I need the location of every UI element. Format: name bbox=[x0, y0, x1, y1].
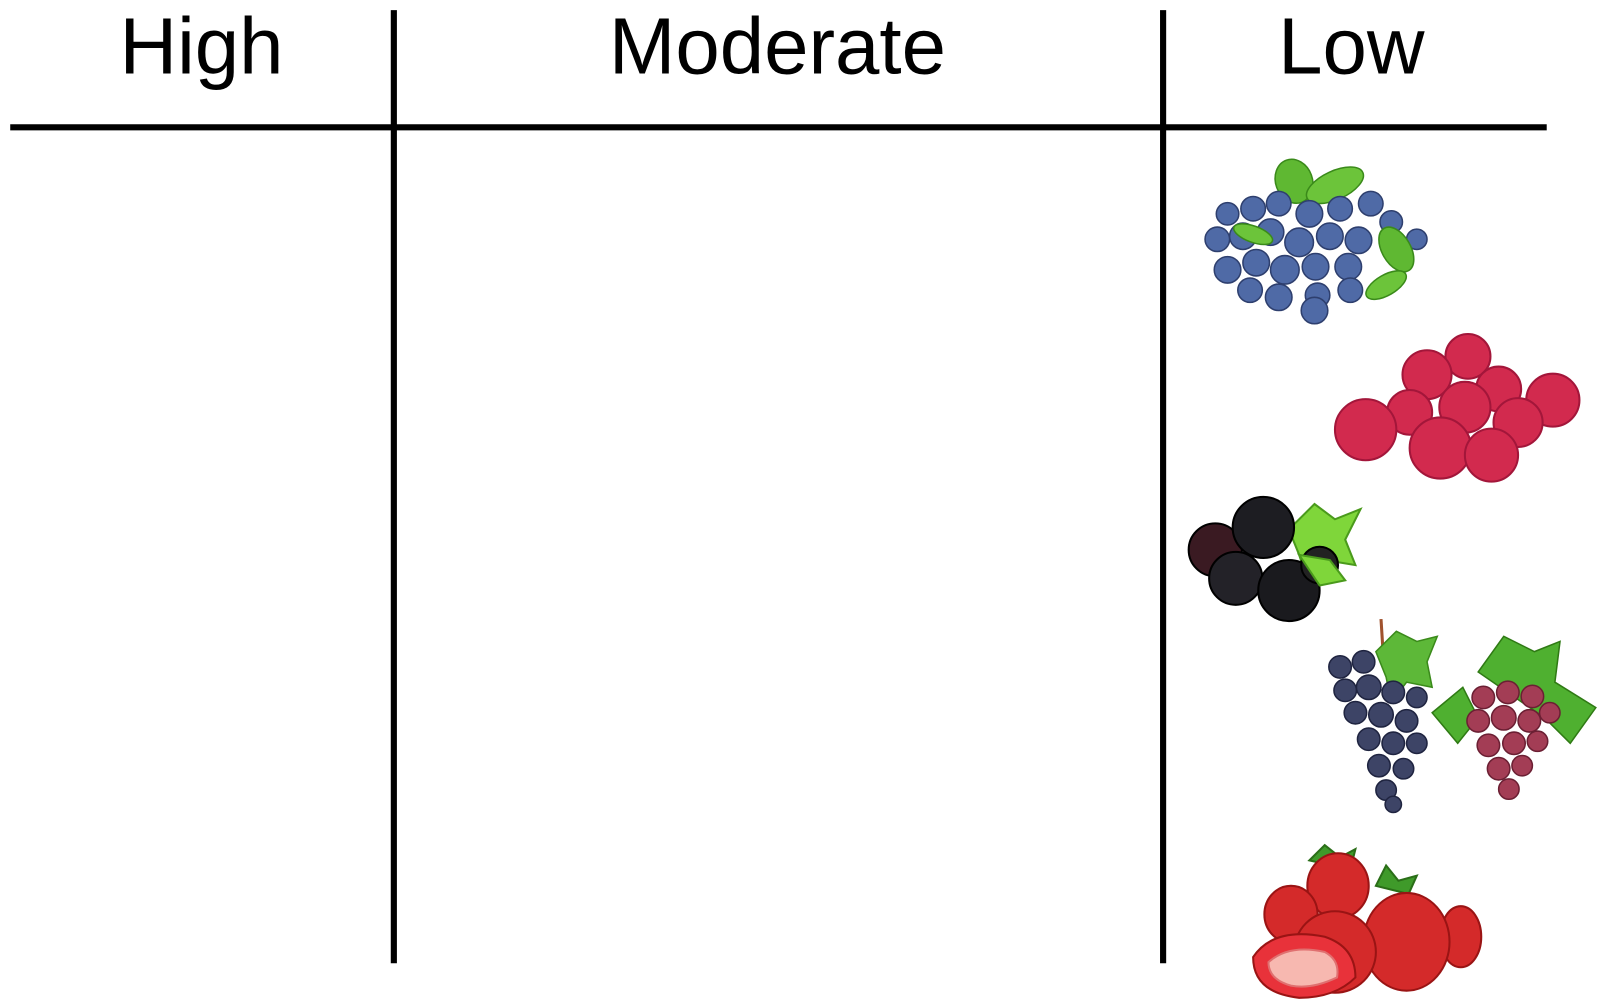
column-header: Low bbox=[1278, 1, 1425, 90]
grapes-image bbox=[1328, 618, 1597, 814]
raspberries-image bbox=[1333, 332, 1581, 483]
blueberries-image bbox=[1204, 158, 1428, 325]
column-header: High bbox=[119, 1, 283, 90]
blackberries-image bbox=[1187, 495, 1363, 623]
strawberries-image bbox=[1252, 843, 1483, 999]
column-header: Moderate bbox=[609, 1, 946, 90]
